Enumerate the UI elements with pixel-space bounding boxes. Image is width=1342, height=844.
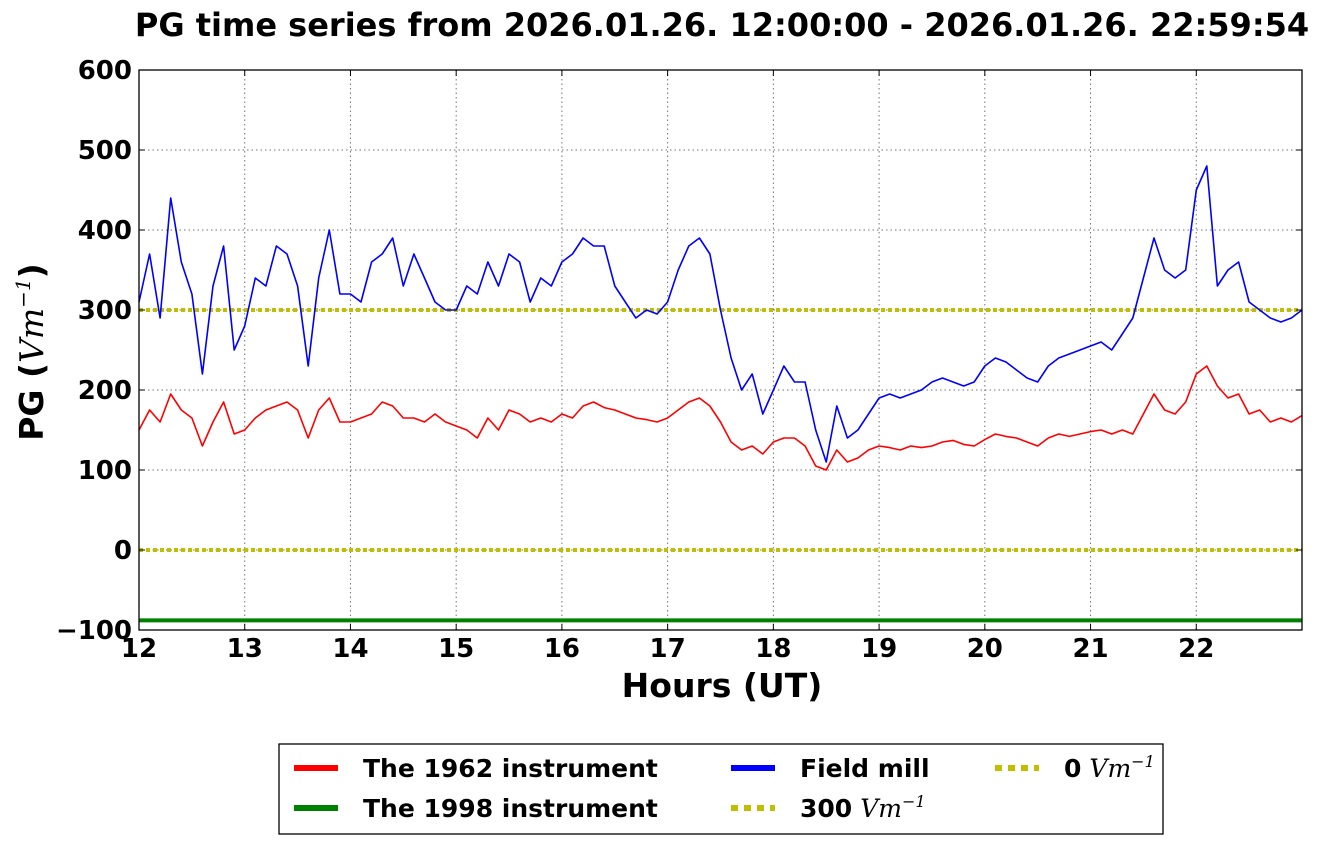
x-tick-label: 14: [332, 634, 368, 664]
y-tick-label: 400: [78, 216, 132, 246]
y-tick-label: 500: [78, 136, 132, 166]
x-tick-label: 16: [544, 634, 580, 664]
legend-label-exponent: −1: [1131, 752, 1155, 771]
y-tick-labels: −100 0 100 200 300 400 500 600: [56, 56, 132, 646]
y-tick-label: 200: [78, 376, 132, 406]
y-axis-label-unit: Vm: [12, 308, 51, 363]
x-tick-label: 20: [967, 634, 1003, 664]
legend-label: 300 Vm−1: [800, 792, 926, 823]
y-tick-label: 0: [114, 536, 132, 566]
x-tick-label: 13: [227, 634, 263, 664]
x-tick-label: 19: [861, 634, 897, 664]
legend-label-text: 0: [1064, 754, 1081, 783]
y-axis-label-exponent: −1: [11, 278, 35, 307]
y-tick-label: 300: [78, 296, 132, 326]
grid-lines: [139, 70, 1302, 630]
legend-label: Field mill: [800, 754, 930, 783]
legend-label-text: Field mill: [800, 754, 930, 783]
y-axis-label-prefix: PG (: [12, 363, 51, 441]
reference-lines: [139, 308, 1302, 552]
y-tick-label: −100: [56, 616, 132, 646]
x-tick-label: 15: [438, 634, 474, 664]
legend-label-text: 300: [800, 794, 852, 823]
legend-label-text: The 1962 instrument: [363, 754, 658, 783]
y-axis-label-suffix: ): [12, 263, 51, 278]
plot-area-frame: [138, 69, 1303, 631]
axis-ticks: [138, 69, 1302, 631]
legend-label-unit: Vm: [1089, 754, 1131, 783]
legend-label-exponent: −1: [902, 792, 926, 811]
x-tick-labels: 12 13 14 15 16 17 18 19 20 21 22: [121, 634, 1214, 664]
legend-label: The 1998 instrument: [363, 794, 658, 823]
legend-label-unit: Vm: [860, 794, 902, 823]
x-tick-label: 12: [121, 634, 157, 664]
chart-title: PG time series from 2026.01.26. 12:00:00…: [135, 6, 1309, 44]
legend-label: 0 Vm−1: [1064, 752, 1155, 783]
x-tick-label: 22: [1178, 634, 1214, 664]
x-axis-label: Hours (UT): [622, 666, 823, 705]
legend-label-text: The 1998 instrument: [363, 794, 658, 823]
data-series: [138, 165, 1303, 623]
series-line-the-1962-instrument: [138, 365, 1303, 471]
legend-label: The 1962 instrument: [363, 754, 658, 783]
y-axis-label: PG (Vm−1): [11, 263, 51, 441]
y-tick-label: 100: [78, 456, 132, 486]
y-tick-label: 600: [78, 56, 132, 86]
legend: The 1962 instrument The 1998 instrument Fi…: [294, 752, 1155, 823]
series-line-field-mill: [138, 165, 1303, 463]
legend-box: [278, 743, 1164, 835]
x-tick-label: 18: [755, 634, 791, 664]
x-tick-label: 21: [1072, 634, 1108, 664]
x-tick-label: 17: [650, 634, 686, 664]
